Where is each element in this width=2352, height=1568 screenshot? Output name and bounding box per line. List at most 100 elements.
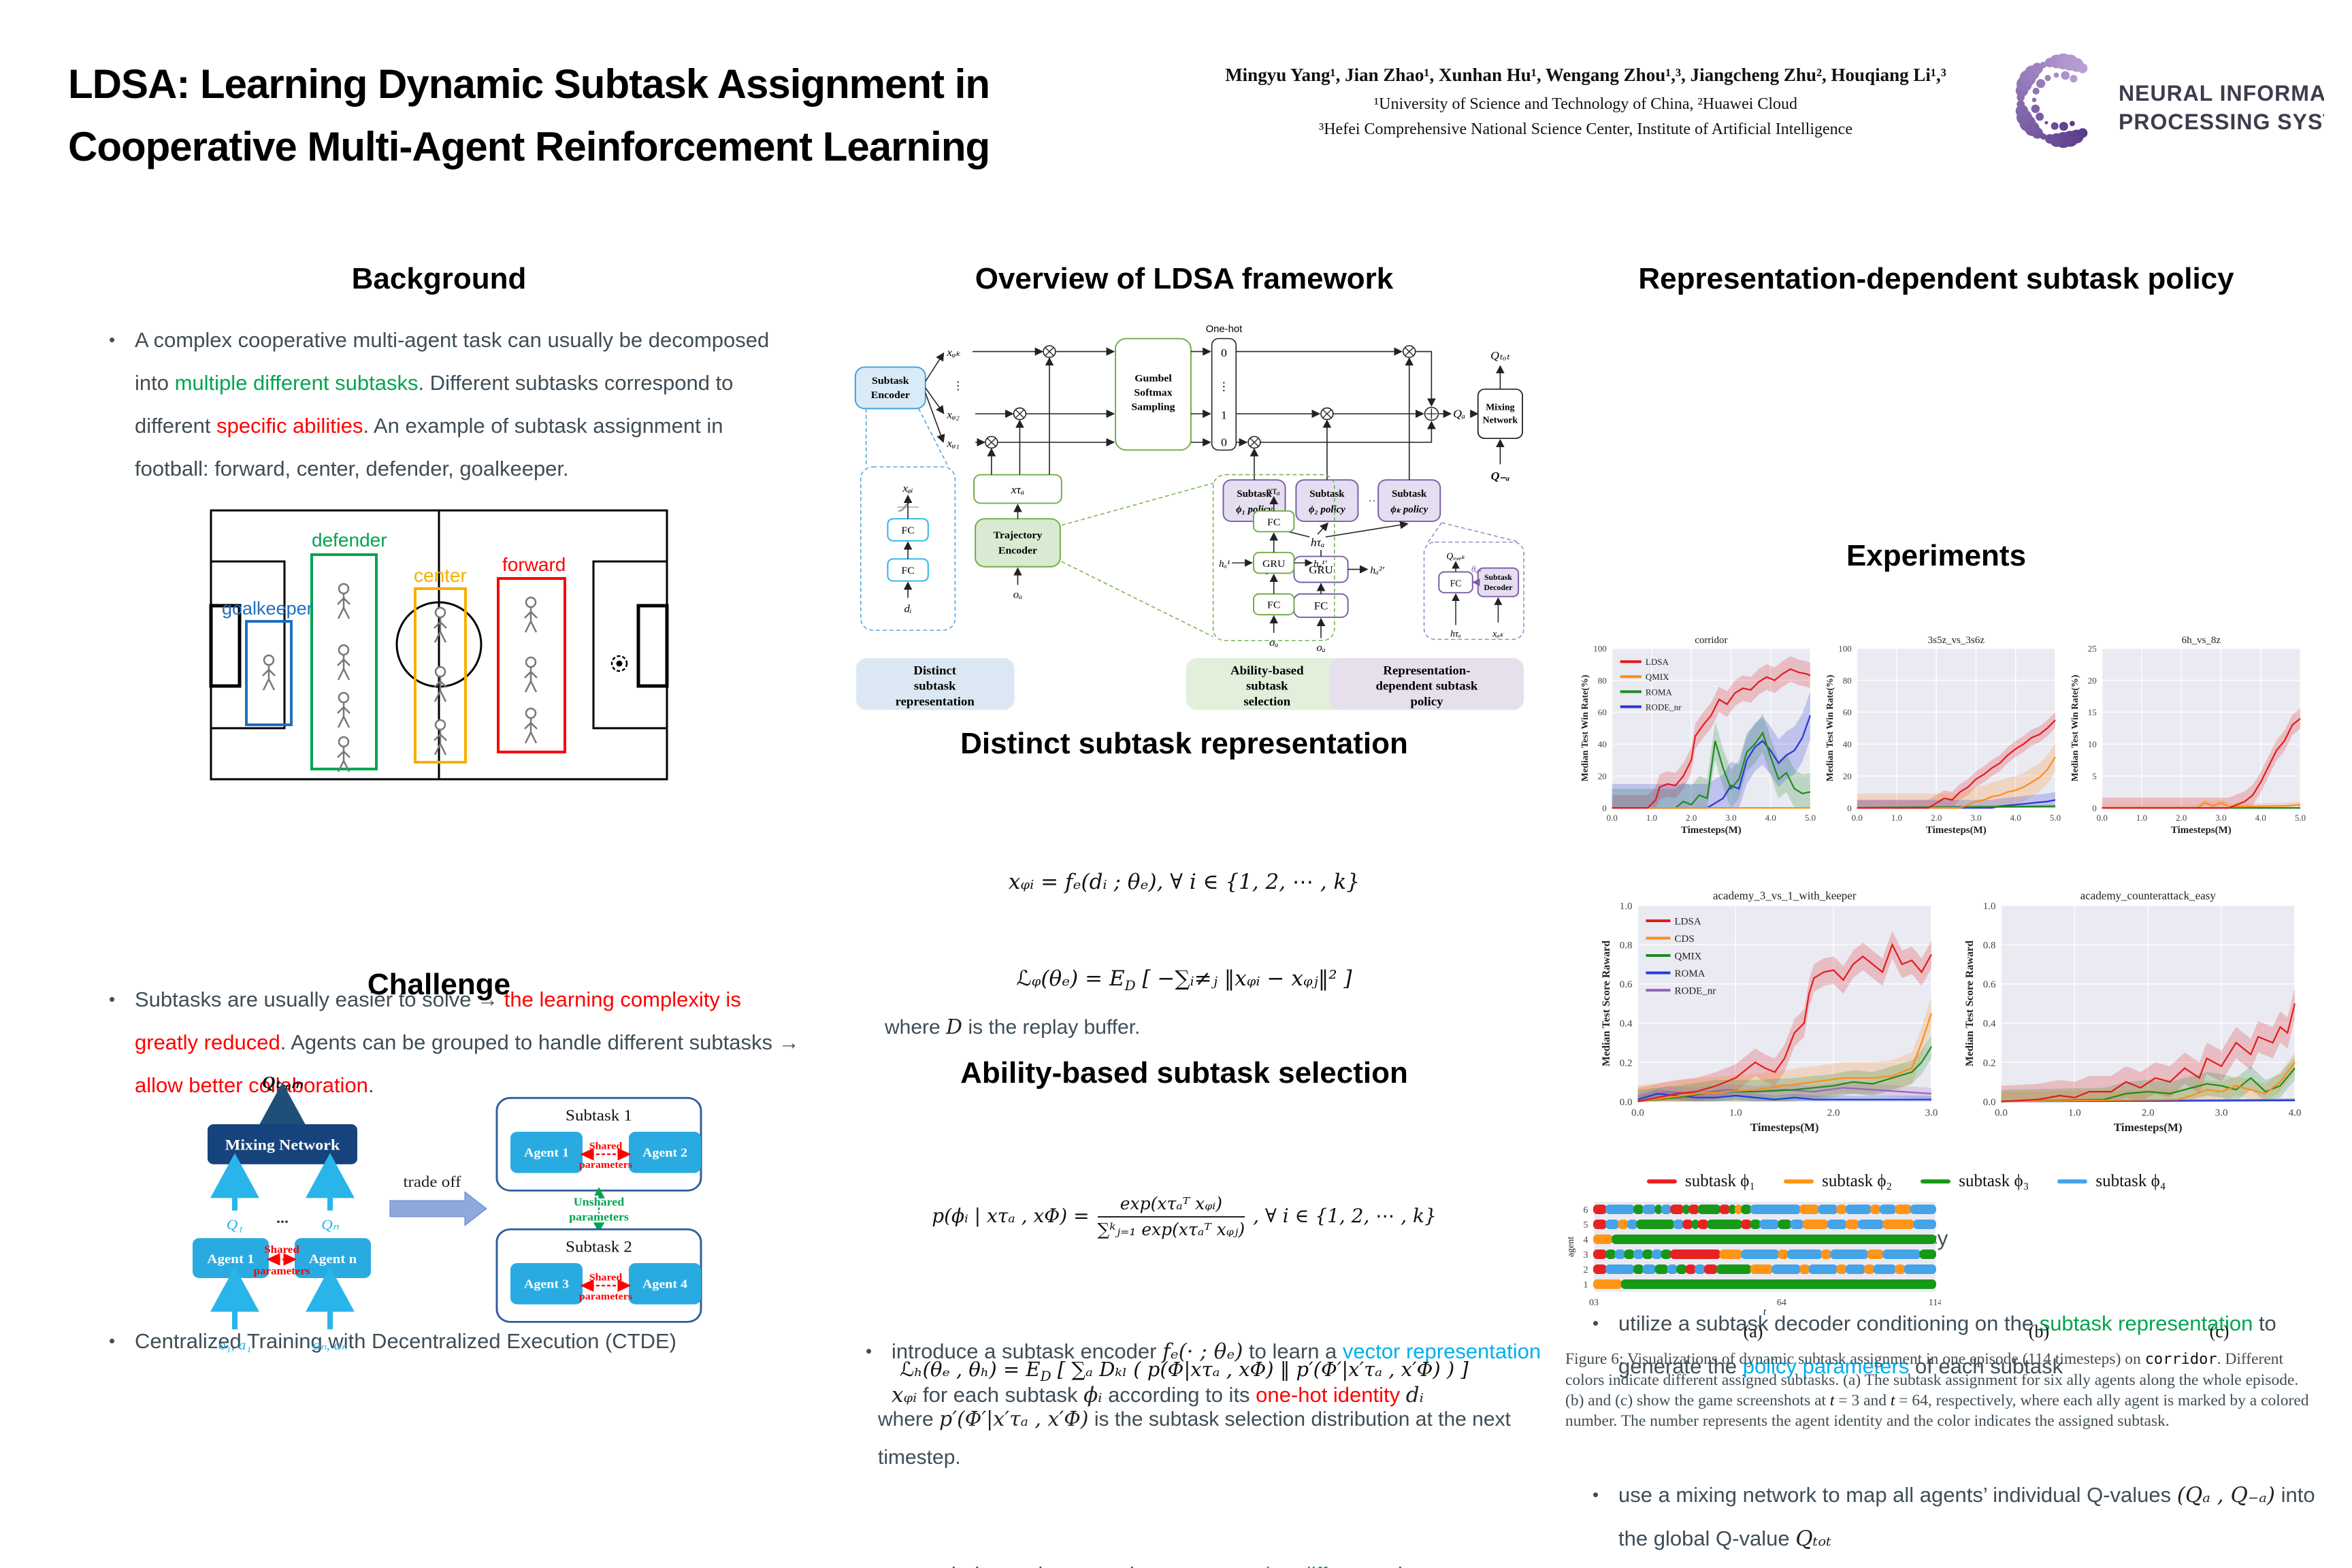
policy-bullet-2: utilize a subtask decoder conditioning o… [1586, 1302, 2333, 1388]
panel-a-label: (a) [1743, 1322, 1763, 1341]
svg-text:20: 20 [2088, 675, 2097, 685]
ldsa-framework-diagram: Subtask Encoder xᵩₖ ⋮ xᵩ₂ xᵩ₁ xτₐ [846, 305, 1526, 717]
svg-text:parameters: parameters [579, 1291, 632, 1302]
svg-text:Median Test Score Raward: Median Test Score Raward [1964, 941, 1976, 1066]
svg-text:0: 0 [1847, 803, 1852, 813]
svg-text:FC: FC [901, 525, 914, 536]
svg-text:GRU: GRU [1262, 558, 1285, 570]
svg-text:4.0: 4.0 [2255, 813, 2266, 823]
svg-text:FC: FC [1267, 600, 1280, 611]
heading-background: Background [351, 262, 527, 295]
svg-text:Qₐ: Qₐ [1453, 407, 1465, 421]
svg-text:1: 1 [1221, 408, 1227, 422]
svg-text:GRU: GRU [1309, 564, 1333, 576]
svg-text:1.0: 1.0 [1620, 901, 1633, 912]
svg-text:hₐ¹: hₐ¹ [1219, 559, 1230, 570]
challenge-bullet-ctde: Centralized Training with Decentralized … [102, 1320, 802, 1362]
svg-text:One-hot: One-hot [1206, 324, 1243, 335]
chart-academy-3vs1: 0.0 1.0 2.0 3.0 0.0 0.2 0.4 0.6 0.8 1.0 academy_3_… [1598, 886, 1938, 1135]
heading-distinct: Distinct subtask representation [960, 727, 1408, 760]
svg-text:academy_counterattack_easy: academy_counterattack_easy [2080, 889, 2217, 902]
logo-text-1: NEURAL INFORMATION [2119, 81, 2324, 105]
heading-overview: Overview of LDSA framework [975, 262, 1394, 295]
svg-text:0.0: 0.0 [1631, 1108, 1644, 1119]
svg-text:114: 114 [1929, 1298, 1941, 1308]
svg-text:4.0: 4.0 [2010, 813, 2021, 823]
svg-text:Median Test Win Rate(%): Median Test Win Rate(%) [1825, 674, 1835, 781]
svg-text:...: ... [276, 1209, 289, 1226]
svg-text:20: 20 [1598, 771, 1607, 781]
svg-text:Subtask 2: Subtask 2 [566, 1239, 632, 1256]
svg-text:4.0: 4.0 [2289, 1108, 2302, 1119]
distinct-formula-2: ℒᵩ(θₑ) = ED [ −∑ᵢ≠ⱼ ‖xᵩᵢ − xᵩⱼ‖² ] [1016, 966, 1352, 994]
svg-text:Q₁: Q₁ [227, 1216, 244, 1232]
svg-text:Trajectory: Trajectory [994, 529, 1043, 541]
subtask-timeline-chart: 1 2 3 4 5 6 03 64 114 t agent [1565, 1199, 1942, 1319]
svg-text:0: 0 [1221, 436, 1227, 449]
svg-text:Timesteps(M): Timesteps(M) [2114, 1121, 2183, 1134]
svg-text:1.0: 1.0 [1646, 813, 1657, 823]
defender-label: defender [312, 529, 387, 551]
ability-formula-2: ℒₕ(θₑ , θₕ) = ED [ ∑ₐ Dₖₗ ( p(Φ|xτₐ , xΦ… [900, 1358, 1469, 1384]
svg-text:Q₋ₐ: Q₋ₐ [1491, 469, 1510, 483]
title-line-1: LDSA: Learning Dynamic Subtask Assignmen… [68, 61, 990, 107]
svg-text:LDSA: LDSA [1675, 917, 1701, 928]
svg-text:oₐ: oₐ [1269, 636, 1279, 649]
ability-formula-1: p(ϕᵢ | xτₐ , xΦ) = exp(xτₐᵀ xᵩᵢ) ∑ᵏⱼ₌₁ ex… [932, 1194, 1437, 1239]
svg-text:xᵩₖ: xᵩₖ [1492, 629, 1504, 639]
svg-text:Subtask: Subtask [1392, 489, 1427, 500]
svg-text:Mixing: Mixing [1486, 402, 1515, 412]
panel-b-label: (b) [2028, 1322, 2050, 1341]
svg-text:xτₐ: xτₐ [1011, 483, 1025, 496]
svg-text:t: t [1763, 1307, 1767, 1318]
svg-text:Network: Network [1483, 415, 1518, 425]
page-title: LDSA: Learning Dynamic Subtask Assignmen… [68, 53, 990, 178]
svg-text:representation: representation [896, 695, 975, 708]
svg-text:hτₐ: hτₐ [1311, 536, 1324, 549]
distinct-note: where D is the replay buffer. [885, 1015, 1141, 1039]
svg-text:1.0: 1.0 [2136, 813, 2147, 823]
svg-text:0.0: 0.0 [1620, 1097, 1633, 1108]
svg-text:xᵩₖ: xᵩₖ [946, 346, 961, 359]
svg-text:Agent 1: Agent 1 [524, 1146, 569, 1160]
svg-text:03: 03 [1589, 1298, 1599, 1308]
goalkeeper-box [245, 620, 293, 726]
svg-text:2.0: 2.0 [2176, 813, 2187, 823]
svg-text:80: 80 [1843, 675, 1852, 685]
svg-text:0.4: 0.4 [1620, 1019, 1633, 1030]
center-label: center [414, 565, 467, 586]
svg-text:FC: FC [901, 565, 914, 576]
center-box [414, 587, 467, 764]
svg-text:Agent 2: Agent 2 [642, 1146, 687, 1160]
svg-text:60: 60 [1598, 707, 1607, 717]
svg-text:Subtask: Subtask [1309, 489, 1345, 500]
svg-text:0: 0 [1602, 803, 1607, 813]
svg-text:100: 100 [1838, 643, 1852, 653]
svg-text:Qₙ: Qₙ [321, 1216, 339, 1232]
qteam-label: Qₜₑₐₘ [262, 1073, 304, 1092]
svg-text:3.0: 3.0 [1725, 813, 1736, 823]
title-line-2: Cooperative Multi-Agent Reinforcement Le… [68, 124, 990, 169]
svg-text:0.8: 0.8 [1620, 941, 1633, 951]
chart-6h-vs-8z: 0.0 1.0 2.0 3.0 4.0 5.0 0 5 10 15 20 25 6h_vs_8z Time… [2068, 632, 2307, 837]
svg-text:4: 4 [1584, 1235, 1588, 1245]
svg-text:dependent subtask: dependent subtask [1376, 679, 1479, 693]
svg-text:5: 5 [1584, 1220, 1588, 1230]
svg-text:0.0: 0.0 [1983, 1097, 1996, 1108]
svg-text:FC: FC [1450, 578, 1462, 589]
svg-text:64: 64 [1777, 1298, 1786, 1308]
svg-text:100: 100 [1593, 643, 1607, 653]
svg-text:CDS: CDS [1675, 934, 1695, 945]
svg-text:Encoder: Encoder [871, 389, 910, 401]
svg-text:2.0: 2.0 [1931, 813, 1942, 823]
heading-experiments: Experiments [1846, 539, 2027, 572]
svg-text:Median Test Win Rate(%): Median Test Win Rate(%) [2070, 674, 2080, 781]
svg-text:6h_vs_8z: 6h_vs_8z [2182, 635, 2221, 646]
svg-text:Agent 3: Agent 3 [524, 1277, 569, 1291]
svg-text:Qₐ,ᵩₖ: Qₐ,ᵩₖ [1446, 551, 1465, 561]
svg-text:Median Test Win Rate(%): Median Test Win Rate(%) [1580, 674, 1590, 781]
affiliation-1: ¹University of Science and Technology of… [1373, 95, 1798, 113]
football-field-figure: goalkeeper defender center forward [204, 500, 674, 793]
affiliation-2: ³Hefei Comprehensive National Science Ce… [1319, 120, 1852, 138]
